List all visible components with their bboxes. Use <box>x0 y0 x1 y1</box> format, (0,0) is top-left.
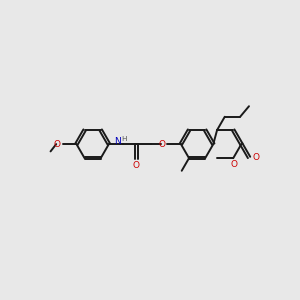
Text: O: O <box>133 161 140 170</box>
Text: O: O <box>231 160 238 169</box>
Text: O: O <box>54 140 61 148</box>
Text: H: H <box>121 136 127 142</box>
Text: O: O <box>252 153 259 162</box>
Text: O: O <box>159 140 166 148</box>
Text: N: N <box>114 137 121 146</box>
